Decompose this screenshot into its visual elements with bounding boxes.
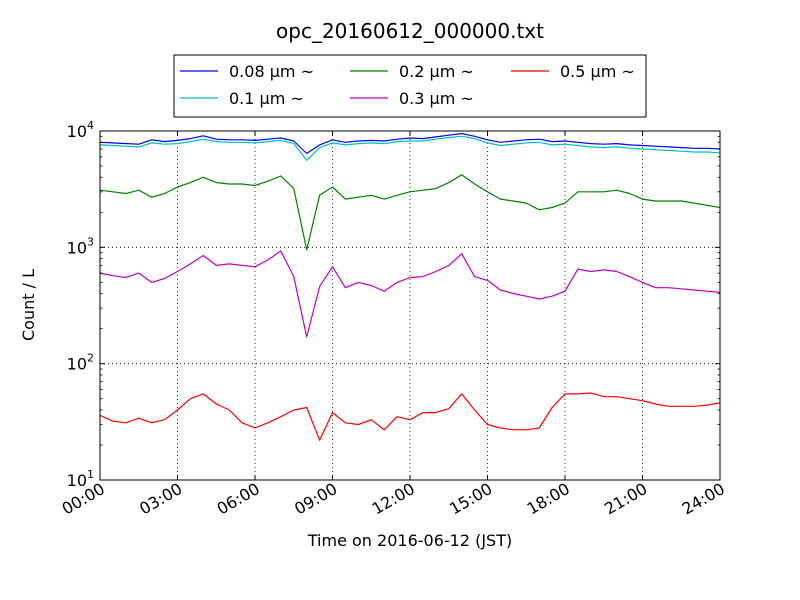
legend-label: 0.2 μm ~ (399, 62, 474, 81)
series-lines (99, 133, 721, 441)
legend-label: 0.3 μm ~ (399, 89, 474, 108)
x-axis-label: Time on 2016-06-12 (JST) (307, 531, 512, 550)
chart-title: opc_20160612_000000.txt (276, 19, 544, 43)
series-line-1 (99, 135, 721, 161)
y-tick-label: 103 (67, 235, 94, 257)
series-line-0 (99, 133, 721, 155)
series-line-2 (99, 174, 721, 251)
series-line-3 (99, 250, 721, 338)
legend-label: 0.1 μm ~ (229, 89, 304, 108)
y-tick-label: 104 (67, 119, 94, 141)
legend-box (173, 54, 647, 118)
legend: 0.08 μm ~ 0.1 μm ~ 0.2 μm ~ 0.3 μm ~ 0.5 μm … (173, 54, 647, 118)
grid (100, 131, 720, 480)
legend-label: 0.08 μm ~ (229, 62, 314, 81)
legend-label: 0.5 μm ~ (560, 62, 635, 81)
y-tick-label: 102 (67, 352, 94, 374)
y-tick-label: 101 (67, 468, 94, 490)
series-line-4 (99, 392, 721, 441)
y-axis-label: Count / L (19, 269, 38, 341)
